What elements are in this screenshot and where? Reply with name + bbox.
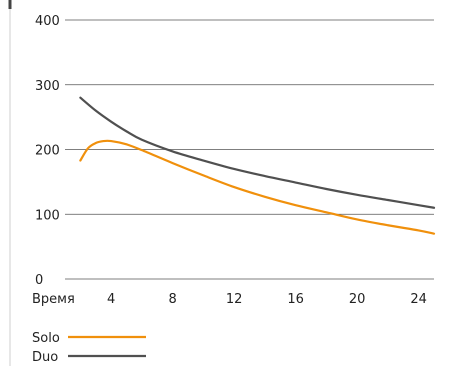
x-tick-label: 16: [287, 292, 304, 307]
x-axis-label: Время: [32, 292, 75, 307]
y-tick-label: 0: [35, 273, 43, 288]
y-tick-label: 400: [35, 14, 60, 29]
y-tick-label: 100: [35, 208, 60, 223]
legend-label: Solo: [32, 331, 60, 346]
series-lines: [79, 96, 436, 235]
legend: Solo Duo: [32, 331, 146, 365]
series-line-solo: [79, 139, 436, 235]
series-line-duo: [79, 96, 436, 209]
x-tick-label: 8: [168, 292, 176, 307]
x-tick-labels: Время 4 8 12 16 20 24: [32, 292, 427, 307]
gridlines: [65, 19, 434, 280]
y-tick-label: 200: [35, 144, 60, 159]
x-tick-label: 20: [349, 292, 366, 307]
y-tick-labels: 0 100 200 300 400: [35, 14, 60, 288]
x-tick-label: 4: [107, 292, 115, 307]
y-tick-label: 300: [35, 79, 60, 94]
legend-label: Duo: [32, 350, 58, 365]
x-tick-label: 12: [226, 292, 243, 307]
x-tick-label: 24: [410, 292, 427, 307]
